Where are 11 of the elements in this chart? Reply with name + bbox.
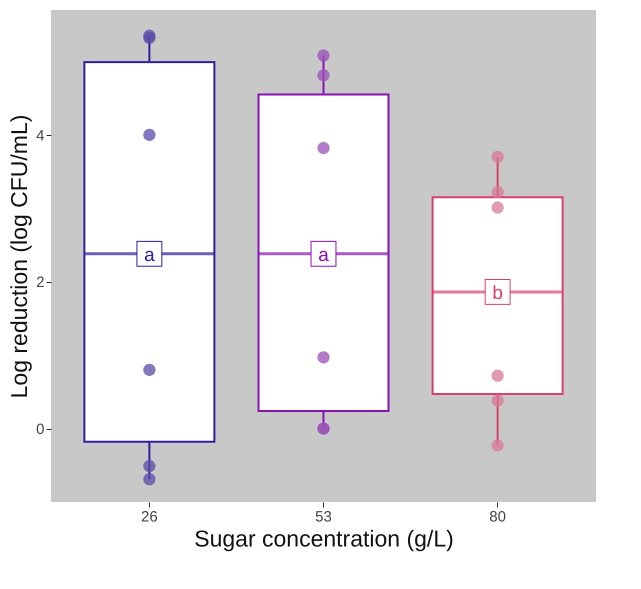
y-axis-title: Log reduction (log CFU/mL)	[6, 114, 32, 398]
x-axis-title: Sugar concentration (g/L)	[194, 526, 454, 552]
annotation: a	[144, 244, 156, 266]
annotation: a	[318, 244, 330, 266]
y-tick-label: 0	[36, 421, 44, 438]
annotation: b	[492, 282, 503, 304]
x-tick-label: 26	[141, 508, 158, 526]
x-tick-label: 53	[315, 508, 332, 526]
x-tick-label: 80	[489, 508, 506, 526]
y-tick-label: 2	[36, 274, 44, 292]
y-tick-label: 4	[36, 127, 44, 144]
